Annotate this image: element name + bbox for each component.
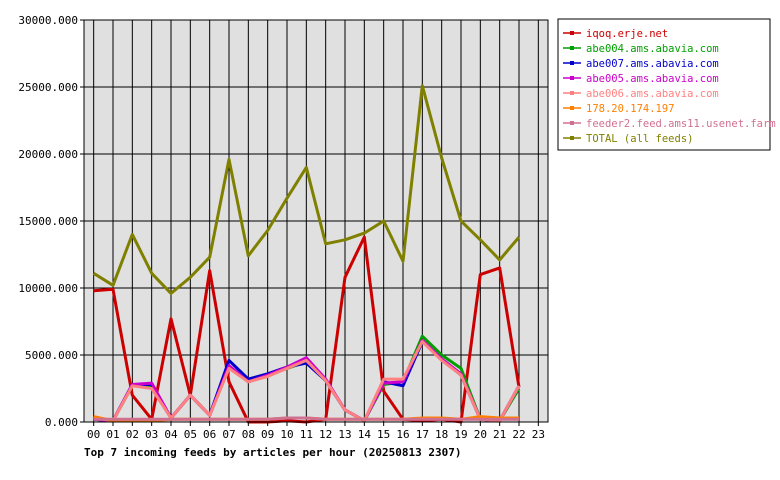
series-line-6 — [93, 416, 519, 421]
series-lines — [92, 84, 521, 424]
legend-box — [557, 18, 771, 151]
legend-marker — [570, 46, 574, 50]
y-tick-label: 20000.000 — [18, 148, 78, 161]
y-axis-ticks: 0.000 5000.000 10000.000 15000.000 20000.000… — [18, 14, 84, 429]
x-tick-label: 09 — [261, 428, 274, 441]
x-tick-label: 03 — [145, 428, 158, 441]
x-tick-label: 21 — [493, 428, 506, 441]
legend-marker — [570, 31, 574, 35]
x-tick-label: 06 — [203, 428, 216, 441]
legend-marker — [570, 91, 574, 95]
x-tick-label: 04 — [164, 428, 178, 441]
x-tick-label: 02 — [126, 428, 139, 441]
x-axis-ticks: 00 01 02 03 04 05 06 07 08 09 10 11 12 13 14 15 16 17 18 19… — [87, 422, 545, 441]
legend-marker — [570, 76, 574, 80]
x-tick-label: 19 — [454, 428, 467, 441]
legend-entry: iqoq.erje.net — [586, 28, 668, 40]
legend-marker — [570, 106, 574, 110]
x-tick-label: 00 — [87, 428, 100, 441]
x-tick-label: 07 — [222, 428, 235, 441]
legend-marker — [570, 136, 574, 140]
series-line-7 — [92, 84, 521, 295]
x-tick-label: 12 — [319, 428, 332, 441]
legend-marker — [570, 121, 574, 125]
x-tick-label: 20 — [474, 428, 487, 441]
x-tick-label: 22 — [512, 428, 525, 441]
y-tick-label: 0.000 — [45, 416, 78, 429]
legend-entry: abe007.ams.abavia.com — [586, 58, 719, 70]
x-tick-label: 17 — [416, 428, 429, 441]
x-tick-label: 01 — [106, 428, 119, 441]
x-tick-label: 10 — [280, 428, 293, 441]
x-tick-label: 11 — [300, 428, 313, 441]
x-tick-label: 14 — [358, 428, 372, 441]
x-tick-label: 18 — [435, 428, 448, 441]
legend-marker — [570, 61, 574, 65]
x-tick-label: 23 — [532, 428, 545, 441]
y-tick-label: 10000.000 — [18, 282, 78, 295]
x-tick-label: 13 — [338, 428, 351, 441]
series-line-4 — [93, 340, 521, 423]
y-tick-label: 25000.000 — [18, 81, 78, 94]
x-tick-label: 16 — [396, 428, 409, 441]
y-tick-label: 30000.000 — [18, 14, 78, 27]
legend-entry: feeder2.feed.ams11.usenet.farm — [586, 118, 776, 130]
chart-title: Top 7 incoming feeds by articles per hou… — [84, 446, 462, 459]
x-tick-label: 15 — [377, 428, 390, 441]
legend-entry: abe004.ams.abavia.com — [586, 43, 719, 55]
x-tick-label: 05 — [184, 428, 197, 441]
legend-entry: abe005.ams.abavia.com — [586, 73, 719, 85]
y-tick-label: 5000.000 — [25, 349, 78, 362]
legend-entry: 178.20.174.197 — [586, 103, 675, 115]
legend-entry: abe006.ams.abavia.com — [586, 88, 719, 100]
x-tick-label: 08 — [242, 428, 255, 441]
legend: iqoq.erje.net abe004.ams.abavia.com abe007… — [557, 18, 776, 151]
legend-entry: TOTAL (all feeds) — [586, 133, 693, 145]
y-tick-label: 15000.000 — [18, 215, 78, 228]
